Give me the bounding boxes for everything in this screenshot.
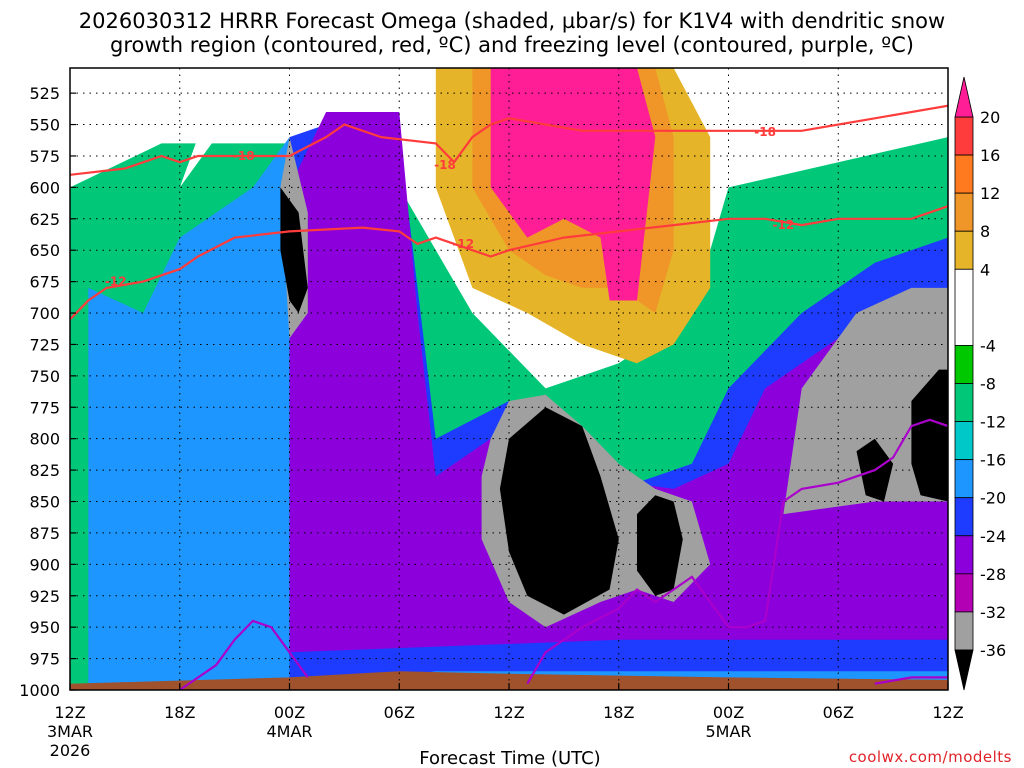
- colorbar-label: -20: [980, 489, 1006, 508]
- y-tick-label: 925: [29, 587, 60, 606]
- omega-region-11: [280, 187, 308, 313]
- y-tick-label: 1000: [19, 681, 60, 700]
- omega-region-7: [289, 112, 948, 653]
- colorbar-band: [954, 421, 974, 461]
- y-axis-ticks: 525 550 575 600 625 650 675 700 725 750 775 800 825 8…: [19, 84, 76, 700]
- y-tick-label: 625: [29, 210, 60, 229]
- freezing-level-contour: [874, 676, 948, 685]
- x-tick-label: 06Z: [384, 703, 415, 722]
- freezing-level-contour: [526, 418, 948, 685]
- colorbar-label: -8: [980, 375, 996, 394]
- dgz-contour-label: -12: [773, 218, 795, 232]
- freezing-level-contour: [179, 619, 309, 690]
- colorbar-band: [954, 116, 974, 156]
- chart-title-line2: growth region (contoured, red, ºC) and f…: [110, 33, 914, 57]
- y-tick-label: 725: [29, 335, 60, 354]
- colorbar-label: 12: [980, 184, 1000, 203]
- dgz-contour-label: -18: [754, 125, 776, 139]
- x-axis-title: Forecast Time (UTC): [419, 748, 600, 768]
- x-tick-label: 12Z: [932, 703, 963, 722]
- colorbar-band: [954, 154, 974, 194]
- x-tick-label: 12Z: [493, 703, 524, 722]
- colorbar-label: -12: [980, 413, 1006, 432]
- colorbar-band: [954, 459, 974, 499]
- colorbar-band: [954, 535, 974, 575]
- y-tick-label: 550: [29, 116, 60, 135]
- colorbar-band: [954, 268, 974, 346]
- omega-region-15: [911, 369, 948, 502]
- colorbar-label: -4: [980, 336, 996, 355]
- x-tick-date-label: 4MAR: [266, 722, 312, 741]
- y-tick-label: 650: [29, 241, 60, 260]
- omega-region-12: [499, 407, 619, 615]
- x-tick-year-label: 2026: [50, 741, 91, 760]
- colorbar-band: [954, 611, 974, 651]
- x-tick-label: 06Z: [823, 703, 854, 722]
- colorbar-top-arrow: [954, 76, 974, 118]
- colorbar-band: [954, 230, 974, 270]
- colorbar-band: [954, 573, 974, 613]
- y-tick-label: 825: [29, 461, 60, 480]
- colorbar-label: -28: [980, 565, 1006, 584]
- x-tick-label: 00Z: [274, 703, 305, 722]
- y-tick-label: 750: [29, 367, 60, 386]
- x-tick-label: 18Z: [603, 703, 634, 722]
- colorbar-band: [954, 192, 974, 232]
- colorbar-band: [954, 383, 974, 422]
- dgz-contour-label: -12: [105, 275, 127, 289]
- colorbar-bottom-arrow: [954, 649, 974, 691]
- y-tick-label: 675: [29, 273, 60, 292]
- x-tick-date-label: 5MAR: [705, 722, 751, 741]
- x-tick-date-label: 3MAR: [47, 722, 93, 741]
- x-tick-label: 00Z: [713, 703, 744, 722]
- y-tick-label: 575: [29, 147, 60, 166]
- colorbar-label: -36: [980, 641, 1006, 660]
- colorbar-label: 4: [980, 260, 990, 279]
- dgz-contour-line: [70, 205, 948, 321]
- y-tick-label: 600: [29, 178, 60, 197]
- y-tick-label: 525: [29, 84, 60, 103]
- y-tick-label: 875: [29, 524, 60, 543]
- chart-title-line1: 2026030312 HRRR Forecast Omega (shaded, …: [79, 9, 945, 33]
- y-tick-label: 800: [29, 430, 60, 449]
- omega-region-10: [783, 287, 948, 515]
- dgz-contour-label: -18: [434, 158, 456, 172]
- y-tick-label: 950: [29, 618, 60, 637]
- y-tick-label: 850: [29, 493, 60, 512]
- colorbar-label: -24: [980, 527, 1006, 546]
- y-tick-label: 900: [29, 555, 60, 574]
- dgz-contour-label: -18: [233, 149, 255, 163]
- colorbar-label: -32: [980, 603, 1006, 622]
- x-tick-label: 18Z: [164, 703, 195, 722]
- dgz-contour-line: [70, 104, 948, 176]
- colorbar-label: 16: [980, 146, 1000, 165]
- x-tick-label: 12Z: [54, 703, 85, 722]
- colorbar-label: -16: [980, 451, 1006, 470]
- colorbar-label: 20: [980, 108, 1000, 127]
- colorbar-band: [954, 497, 974, 537]
- contours: -18 -12 -12 -12 -18 -18: [70, 104, 948, 690]
- dgz-contour-label: -12: [452, 237, 474, 251]
- y-tick-label: 700: [29, 304, 60, 323]
- colorbar-label: 8: [980, 222, 990, 241]
- omega-region-13: [637, 495, 683, 596]
- colorbar: 20 16 12 8 4 -4 -8 -12 -16 -20 -24 -28 -32 -36: [954, 76, 1006, 691]
- omega-region-4: [490, 68, 656, 301]
- colorbar-band: [954, 345, 974, 384]
- y-tick-label: 775: [29, 398, 60, 417]
- credit-text: coolwx.com/modelts: [849, 748, 1012, 766]
- y-tick-label: 975: [29, 650, 60, 669]
